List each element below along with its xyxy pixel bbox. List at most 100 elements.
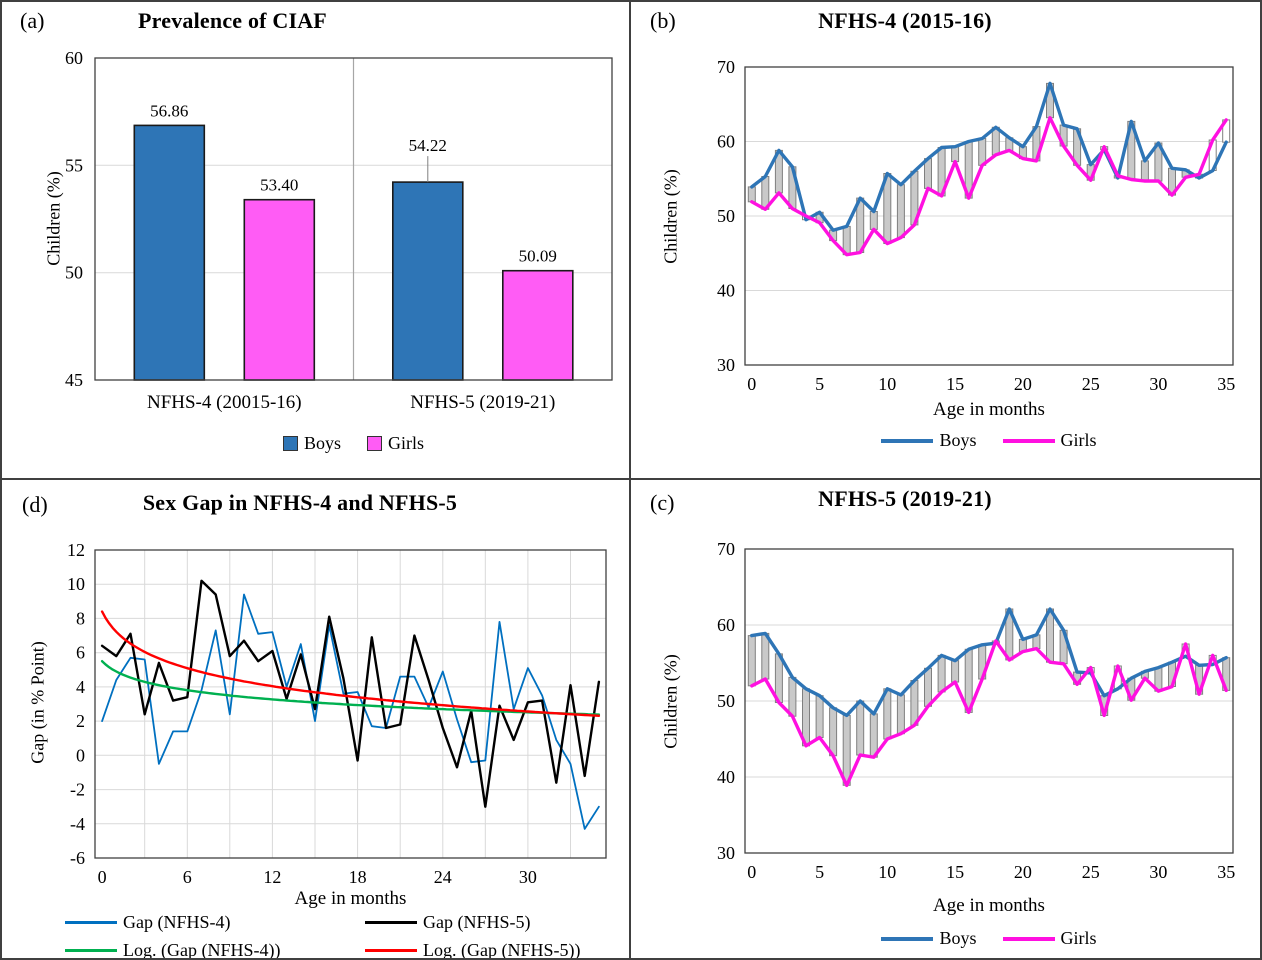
legend-label-girls: Girls bbox=[1060, 928, 1097, 948]
svg-text:53.40: 53.40 bbox=[260, 176, 298, 195]
svg-text:10: 10 bbox=[67, 574, 85, 594]
legend-item-boys: Boys bbox=[282, 433, 341, 454]
legend-label-girls: Girls bbox=[1060, 430, 1097, 450]
svg-text:24: 24 bbox=[434, 867, 452, 887]
svg-text:55: 55 bbox=[65, 155, 83, 175]
legend-item-girls: Girls bbox=[1002, 928, 1097, 949]
panel-b-corner-label: (b) bbox=[650, 8, 676, 33]
panel-d-sex-gap: (d) Sex Gap in NFHS-4 and NFHS-5 Gap (in… bbox=[0, 480, 631, 960]
panel-c-legend: Boys Girls bbox=[745, 928, 1233, 949]
legend-item-girls: Girls bbox=[1002, 430, 1097, 451]
svg-text:25: 25 bbox=[1082, 374, 1100, 394]
svg-text:NFHS-4 (20015-16): NFHS-4 (20015-16) bbox=[147, 392, 302, 413]
legend-label-boys: Boys bbox=[939, 928, 977, 948]
legend-item-boys: Boys bbox=[881, 928, 977, 949]
panel-c-y-axis-title: Children (%) bbox=[660, 654, 681, 749]
svg-text:40: 40 bbox=[717, 281, 735, 301]
legend-label-log-gap-nfhs5: Log. (Gap (NFHS-5)) bbox=[423, 940, 581, 960]
panel-b-nfhs4-lines: (b) NFHS-4 (2015-16) Children (%) 30 40 50… bbox=[631, 0, 1262, 480]
svg-text:30: 30 bbox=[1149, 862, 1167, 882]
panel-b-x-axis-title: Age in months bbox=[933, 399, 1045, 420]
svg-text:0: 0 bbox=[76, 745, 85, 765]
panel-a-y-axis-title: Children (%) bbox=[43, 171, 64, 266]
gap-nfhs4-line-swatch bbox=[65, 921, 117, 924]
svg-text:20: 20 bbox=[1014, 862, 1032, 882]
svg-text:30: 30 bbox=[717, 355, 735, 375]
legend-label-gap-nfhs4: Gap (NFHS-4) bbox=[123, 912, 231, 932]
panel-c-corner-label: (c) bbox=[650, 490, 675, 515]
panel-divider-vertical bbox=[629, 0, 631, 960]
svg-text:12: 12 bbox=[263, 867, 281, 887]
legend-item-girls: Girls bbox=[367, 433, 424, 454]
svg-text:30: 30 bbox=[519, 867, 537, 887]
panel-c-nfhs5-lines: (c) NFHS-5 (2019-21) Children (%) 30 40 50… bbox=[631, 480, 1262, 960]
svg-text:NFHS-5 (2019-21): NFHS-5 (2019-21) bbox=[410, 392, 555, 413]
legend-label-log-gap-nfhs4: Log. (Gap (NFHS-4)) bbox=[123, 940, 281, 960]
panel-b-line-chart: 30 40 50 60 70 0 5 10 15 20 25 30 35 bbox=[717, 57, 1235, 394]
svg-text:30: 30 bbox=[1149, 374, 1167, 394]
svg-text:10: 10 bbox=[878, 862, 896, 882]
svg-text:4: 4 bbox=[76, 677, 85, 697]
boys-line-swatch bbox=[881, 438, 934, 443]
svg-text:20: 20 bbox=[1014, 374, 1032, 394]
gap-nfhs5-line-swatch bbox=[365, 921, 417, 924]
svg-text:35: 35 bbox=[1217, 862, 1235, 882]
svg-text:15: 15 bbox=[946, 374, 964, 394]
svg-text:50: 50 bbox=[717, 691, 735, 711]
svg-text:25: 25 bbox=[1082, 862, 1100, 882]
legend-label-gap-nfhs5: Gap (NFHS-5) bbox=[423, 912, 531, 932]
panel-c-x-axis-title: Age in months bbox=[933, 895, 1045, 916]
svg-text:30: 30 bbox=[717, 843, 735, 863]
boys-square-swatch bbox=[282, 436, 298, 451]
legend-item-log-gap-nfhs5: Log. (Gap (NFHS-5)) bbox=[320, 940, 620, 960]
svg-text:45: 45 bbox=[65, 370, 83, 390]
panel-b-title: NFHS-4 (2015-16) bbox=[818, 8, 992, 33]
log-gap-nfhs4-line-swatch bbox=[65, 949, 117, 952]
panel-a-title: Prevalence of CIAF bbox=[138, 8, 327, 33]
log-gap-nfhs5-line-swatch bbox=[365, 949, 417, 952]
panel-d-legend: Gap (NFHS-4) Gap (NFHS-5) Log. (Gap (NFH… bbox=[20, 912, 620, 960]
legend-label-girls: Girls bbox=[388, 433, 424, 453]
svg-text:0: 0 bbox=[747, 374, 756, 394]
svg-text:5: 5 bbox=[815, 374, 824, 394]
svg-text:6: 6 bbox=[183, 867, 192, 887]
svg-text:60: 60 bbox=[65, 48, 83, 68]
svg-text:5: 5 bbox=[815, 862, 824, 882]
svg-text:8: 8 bbox=[76, 608, 85, 628]
legend-item-gap-nfhs5: Gap (NFHS-5) bbox=[320, 912, 620, 933]
svg-text:35: 35 bbox=[1217, 374, 1235, 394]
svg-text:60: 60 bbox=[717, 615, 735, 635]
svg-text:15: 15 bbox=[946, 862, 964, 882]
svg-text:56.86: 56.86 bbox=[150, 101, 188, 120]
svg-text:54.22: 54.22 bbox=[409, 136, 447, 155]
legend-item-boys: Boys bbox=[881, 430, 977, 451]
panel-d-line-chart: 12 10 8 6 4 2 0 -2 -4 -6 0 6 12 18 24 30 bbox=[67, 540, 607, 887]
svg-text:-6: -6 bbox=[70, 848, 85, 868]
svg-text:60: 60 bbox=[717, 132, 735, 152]
legend-label-boys: Boys bbox=[939, 430, 977, 450]
svg-text:0: 0 bbox=[98, 867, 107, 887]
svg-text:18: 18 bbox=[349, 867, 367, 887]
panel-d-y-axis-title: Gap (in % Point) bbox=[27, 641, 48, 764]
panel-b-y-axis-title: Children (%) bbox=[660, 169, 681, 264]
panel-a-bar-chart: 56.86 53.40 NFHS-4 (20015-16) 54.22 50.09 NFH… bbox=[65, 48, 613, 413]
svg-text:10: 10 bbox=[878, 374, 896, 394]
svg-text:0: 0 bbox=[747, 862, 756, 882]
svg-text:-2: -2 bbox=[70, 780, 85, 800]
legend-item-log-gap-nfhs4: Log. (Gap (NFHS-4)) bbox=[20, 940, 320, 960]
panel-a-legend: Boys Girls bbox=[95, 433, 612, 454]
panel-a-corner-label: (a) bbox=[20, 8, 45, 33]
panel-a-prevalence-ciaf: (a) Prevalence of CIAF Children (%) 56.8… bbox=[0, 0, 631, 480]
svg-text:6: 6 bbox=[76, 643, 85, 663]
girls-square-swatch bbox=[367, 436, 382, 451]
svg-text:12: 12 bbox=[67, 540, 85, 560]
legend-label-boys: Boys bbox=[303, 433, 341, 453]
girls-line-swatch bbox=[1002, 936, 1055, 941]
panel-d-x-axis-title: Age in months bbox=[294, 888, 407, 909]
panel-c-title: NFHS-5 (2019-21) bbox=[818, 486, 992, 511]
svg-text:50: 50 bbox=[717, 206, 735, 226]
boys-line-swatch bbox=[881, 936, 934, 941]
svg-text:-4: -4 bbox=[70, 814, 85, 834]
svg-text:70: 70 bbox=[717, 57, 735, 77]
